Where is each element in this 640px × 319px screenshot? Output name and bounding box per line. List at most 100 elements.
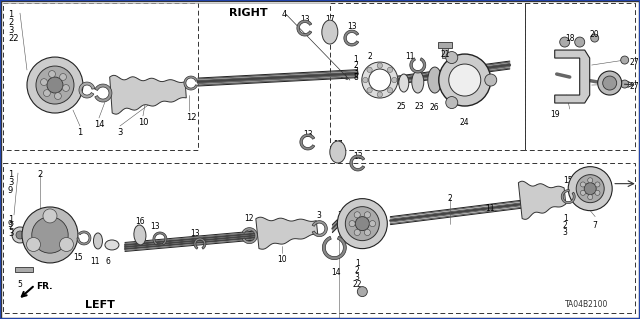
Circle shape (377, 92, 383, 97)
Circle shape (392, 78, 397, 83)
Circle shape (621, 56, 628, 64)
Text: 2: 2 (448, 194, 452, 203)
Circle shape (580, 182, 586, 187)
Circle shape (364, 212, 371, 218)
Circle shape (575, 37, 585, 47)
Circle shape (588, 195, 593, 200)
Text: 3: 3 (355, 273, 360, 282)
Text: 1: 1 (563, 214, 568, 223)
Circle shape (354, 212, 360, 218)
Text: 10: 10 (138, 118, 148, 127)
Circle shape (377, 63, 383, 68)
Text: 26: 26 (430, 103, 440, 112)
Circle shape (40, 79, 47, 85)
Polygon shape (153, 232, 167, 245)
Bar (3, 163, 635, 313)
Text: 16: 16 (135, 217, 145, 226)
Ellipse shape (134, 225, 146, 245)
Text: 20: 20 (590, 30, 600, 39)
Circle shape (446, 52, 458, 63)
Circle shape (43, 209, 57, 223)
Ellipse shape (330, 141, 346, 163)
Polygon shape (518, 181, 566, 219)
Circle shape (439, 54, 491, 106)
Circle shape (588, 178, 593, 183)
Text: 8: 8 (353, 73, 358, 82)
Text: 2: 2 (8, 222, 13, 231)
Text: 1: 1 (77, 128, 83, 137)
Text: 3: 3 (317, 211, 322, 220)
Polygon shape (323, 236, 346, 260)
Circle shape (449, 64, 481, 96)
Polygon shape (184, 76, 198, 90)
Text: 9: 9 (8, 186, 13, 195)
Circle shape (354, 229, 360, 235)
Text: 25: 25 (397, 102, 406, 111)
Polygon shape (194, 238, 206, 249)
Ellipse shape (412, 71, 424, 93)
Text: 17: 17 (325, 15, 335, 24)
Text: 15: 15 (563, 176, 573, 185)
Circle shape (591, 34, 598, 42)
Text: 1: 1 (337, 211, 342, 220)
Circle shape (595, 182, 600, 187)
Polygon shape (300, 134, 315, 150)
Text: 3: 3 (8, 229, 13, 238)
Text: 14: 14 (93, 120, 104, 129)
Circle shape (568, 167, 612, 211)
Circle shape (446, 97, 458, 108)
Polygon shape (344, 30, 359, 46)
Circle shape (584, 183, 596, 195)
Text: RIGHT: RIGHT (228, 8, 267, 18)
Circle shape (337, 199, 387, 249)
Text: 2: 2 (8, 18, 13, 27)
Circle shape (16, 231, 24, 239)
Bar (15, 267, 33, 272)
Text: TA04B2100: TA04B2100 (564, 300, 608, 309)
Polygon shape (561, 190, 575, 204)
Circle shape (364, 229, 371, 235)
Circle shape (362, 62, 398, 98)
Text: 7: 7 (593, 221, 598, 230)
Circle shape (484, 74, 497, 86)
Text: 11: 11 (486, 204, 495, 213)
Circle shape (47, 77, 63, 93)
Bar (330, 3, 525, 150)
Circle shape (349, 220, 355, 227)
Text: 13: 13 (353, 152, 363, 161)
Bar (438, 42, 452, 48)
Circle shape (560, 37, 570, 47)
Text: 1: 1 (8, 215, 13, 224)
Text: 3: 3 (8, 26, 13, 35)
Text: 1: 1 (8, 170, 13, 179)
Circle shape (367, 67, 372, 72)
Text: 13: 13 (300, 15, 310, 24)
Polygon shape (297, 20, 312, 36)
Text: 6: 6 (106, 257, 110, 266)
Text: 2: 2 (353, 61, 358, 70)
Polygon shape (242, 228, 257, 244)
Text: 12: 12 (244, 214, 254, 223)
Text: 13: 13 (150, 222, 160, 231)
Text: 3: 3 (563, 228, 568, 237)
Bar (525, 3, 635, 150)
Circle shape (26, 237, 40, 251)
Circle shape (32, 217, 68, 253)
Circle shape (369, 69, 391, 91)
Polygon shape (77, 231, 91, 245)
Text: 9: 9 (8, 220, 13, 229)
Circle shape (576, 175, 604, 203)
Polygon shape (95, 84, 112, 102)
Polygon shape (79, 82, 95, 98)
Circle shape (44, 90, 51, 97)
Text: 22: 22 (8, 34, 19, 43)
Text: 27: 27 (630, 58, 639, 67)
Text: 14: 14 (332, 268, 341, 277)
Circle shape (27, 57, 83, 113)
Text: 2: 2 (367, 52, 372, 61)
Text: 1: 1 (353, 55, 358, 64)
Text: 18: 18 (565, 34, 575, 43)
Circle shape (49, 70, 56, 78)
Text: 22: 22 (353, 280, 362, 289)
Text: 27: 27 (630, 82, 639, 91)
